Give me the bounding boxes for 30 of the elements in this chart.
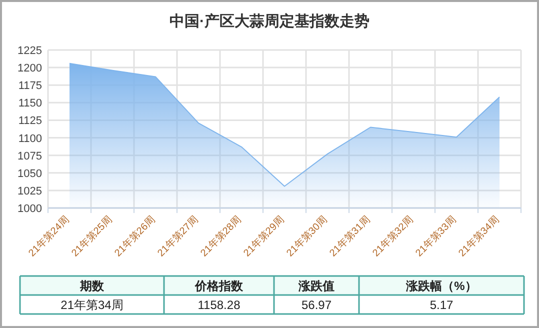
x-tick-label: 21年第27周 bbox=[155, 214, 201, 260]
x-tick-label: 21年第33周 bbox=[413, 214, 459, 260]
y-tick-label: 1025 bbox=[18, 185, 42, 198]
x-tick-label: 21年第31周 bbox=[327, 214, 373, 260]
text: 涨跌幅（%） bbox=[405, 279, 477, 293]
text: 56.97 bbox=[301, 298, 332, 312]
y-tick-label: 1075 bbox=[18, 150, 42, 162]
x-tick-label: 21年第26周 bbox=[112, 214, 158, 260]
y-tick-label: 1225 bbox=[18, 45, 42, 57]
text: 21年第34周 bbox=[60, 298, 124, 312]
x-tick-label: 21年第29周 bbox=[241, 214, 287, 260]
x-tick-label: 21年第24周 bbox=[26, 214, 72, 260]
x-tick-label: 21年第30周 bbox=[284, 214, 330, 260]
x-tick-label: 21年第28周 bbox=[198, 214, 244, 260]
chart-title: 中国·产区大蒜周定基指数走势 bbox=[170, 12, 370, 30]
x-tick-label: 21年第25周 bbox=[69, 214, 115, 260]
y-tick-label: 1000 bbox=[18, 203, 42, 215]
y-tick-label: 1150 bbox=[18, 98, 42, 110]
text: 5.17 bbox=[430, 298, 454, 312]
y-tick-label: 1050 bbox=[18, 168, 42, 180]
y-tick-label: 1125 bbox=[18, 115, 42, 128]
x-tick-label: 21年第34周 bbox=[456, 214, 502, 260]
text: 期数 bbox=[79, 279, 105, 293]
text: 价格指数 bbox=[194, 279, 244, 293]
y-tick-label: 1100 bbox=[18, 132, 42, 145]
y-tick-label: 1175 bbox=[18, 80, 42, 92]
text: 涨跌值 bbox=[298, 279, 334, 293]
y-tick-label: 1200 bbox=[18, 62, 42, 75]
text: 1158.28 bbox=[198, 298, 241, 312]
x-tick-label: 21年第32周 bbox=[370, 214, 416, 260]
